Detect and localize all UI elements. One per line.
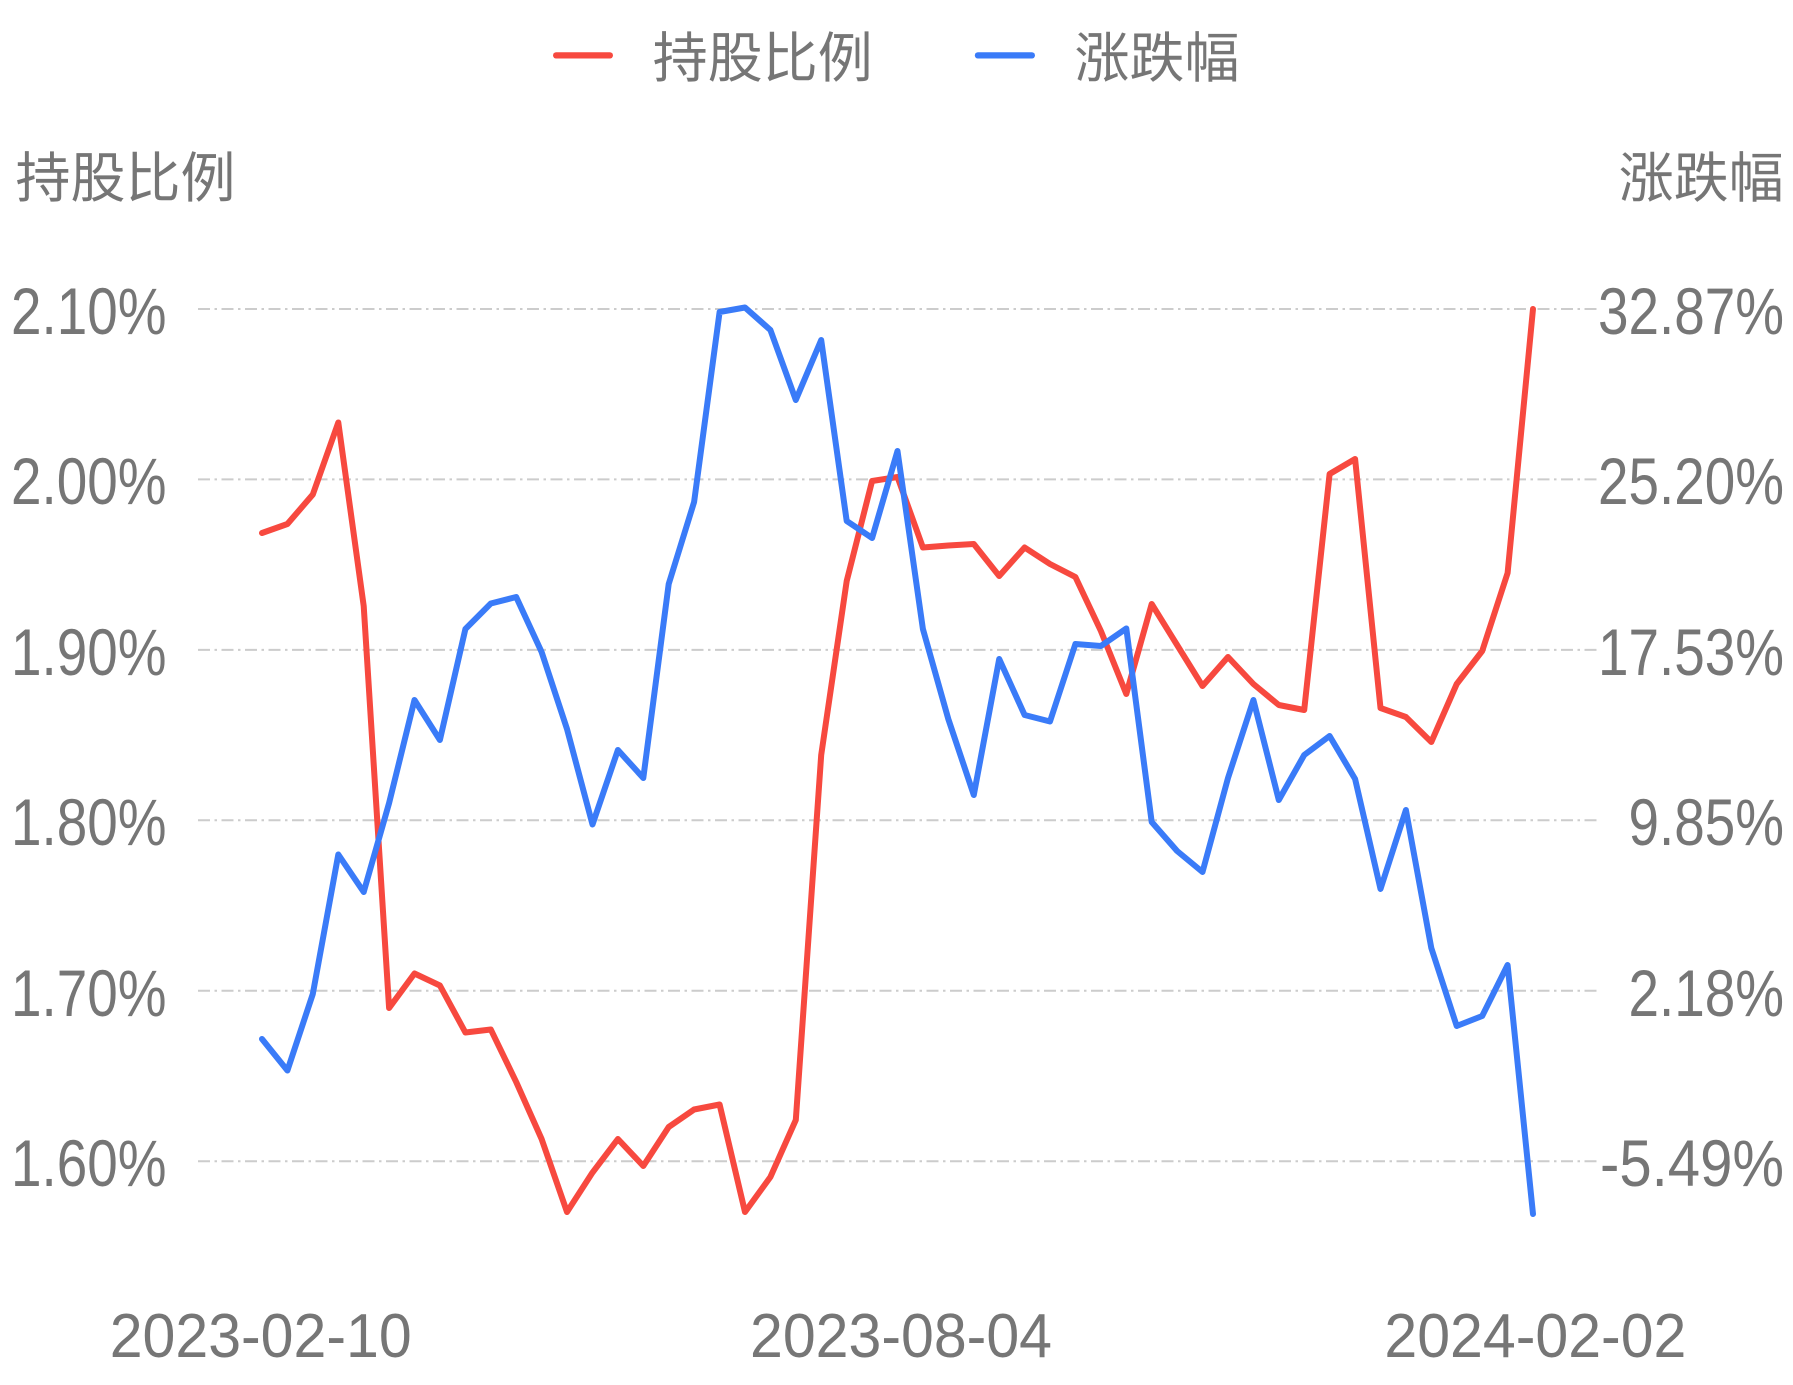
svg-text:17.53%: 17.53% [1598,615,1784,689]
svg-text:1.70%: 1.70% [11,956,167,1030]
svg-text:2023-02-10: 2023-02-10 [110,1302,412,1371]
svg-text:1.60%: 1.60% [11,1126,167,1200]
svg-text:32.87%: 32.87% [1598,274,1784,348]
svg-text:2024-02-02: 2024-02-02 [1384,1302,1686,1371]
svg-text:2.00%: 2.00% [11,444,167,518]
svg-text:2.10%: 2.10% [11,274,167,348]
svg-text:-5.49%: -5.49% [1600,1126,1784,1200]
svg-text:1.80%: 1.80% [11,785,167,859]
svg-text:2023-08-04: 2023-08-04 [750,1302,1052,1371]
svg-text:2.18%: 2.18% [1629,956,1785,1030]
svg-text:1.90%: 1.90% [11,615,167,689]
svg-text:9.85%: 9.85% [1629,785,1785,859]
svg-text:25.20%: 25.20% [1598,444,1784,518]
